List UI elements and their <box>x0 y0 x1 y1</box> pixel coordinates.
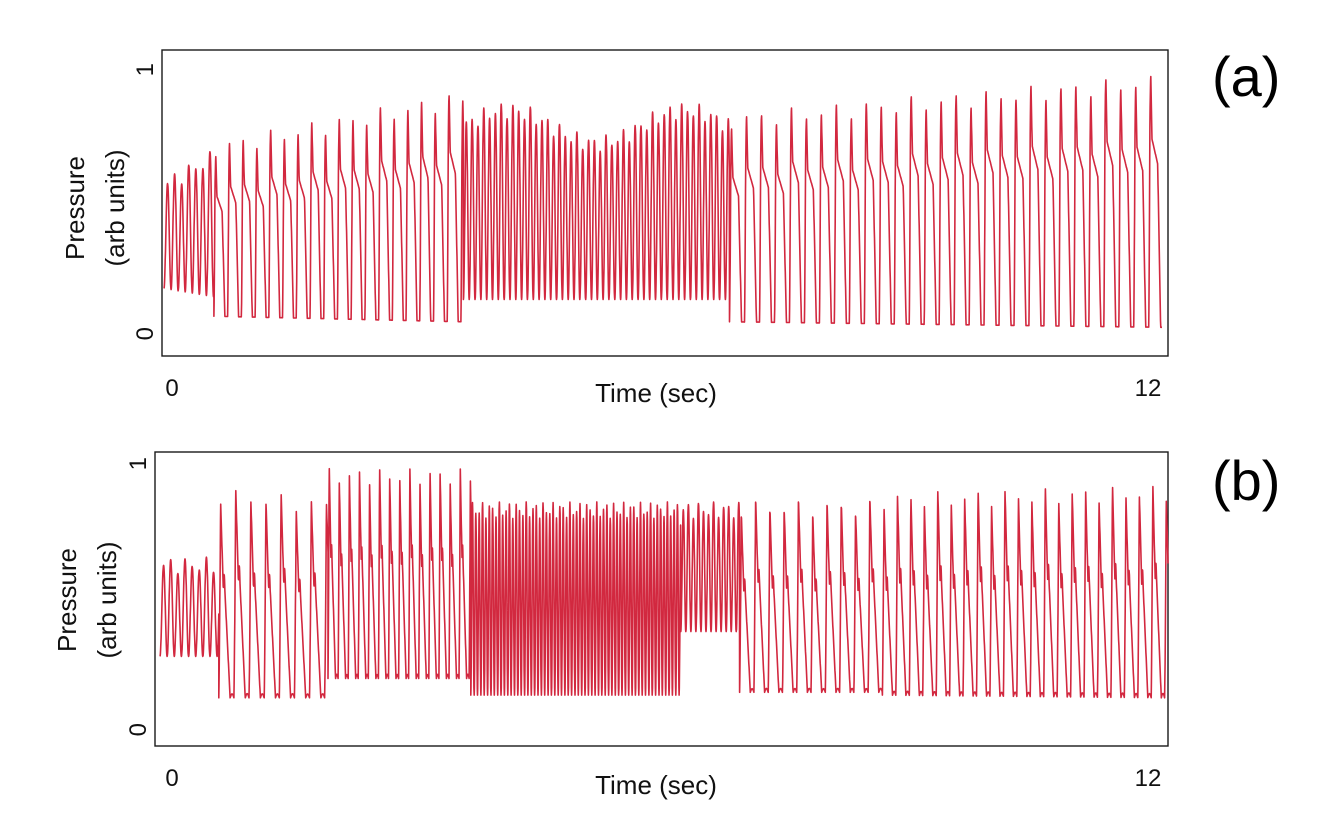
panel-b-y-axis-label-line1: Pressure <box>52 548 82 652</box>
panel-a-y-tick-0: 0 <box>132 327 159 340</box>
panel-a-x-tick-0: 0 <box>165 375 178 402</box>
panel-b-y-axis-label-line2: (arb units) <box>92 541 122 658</box>
panel-a-letter: (a) <box>1212 45 1280 108</box>
panel-b-x-tick-12: 12 <box>1135 765 1162 792</box>
panel-b: 1 0 0 12 Time (sec) Pressure (arb units)… <box>52 449 1280 800</box>
panel-b-y-tick-1: 1 <box>125 457 152 470</box>
panel-a: 1 0 0 12 Time (sec) Pressure (arb units)… <box>60 45 1280 408</box>
panel-a-frame <box>161 49 1169 357</box>
panel-a-y-axis-label-line1: Pressure <box>60 156 90 260</box>
panel-b-frame <box>154 451 1169 747</box>
panel-a-x-axis-label: Time (sec) <box>595 378 717 408</box>
panel-b-x-tick-0: 0 <box>165 765 178 792</box>
panel-b-plot-area <box>159 467 1169 699</box>
panel-b-x-axis-label: Time (sec) <box>595 770 717 800</box>
panel-b-y-tick-0: 0 <box>125 723 152 736</box>
panel-a-x-tick-12: 12 <box>1135 375 1162 402</box>
panel-a-y-tick-1: 1 <box>132 63 159 76</box>
panel-a-pressure-trace <box>163 75 1163 329</box>
panel-a-plot-area <box>163 75 1163 329</box>
panel-a-y-axis-label-line2: (arb units) <box>100 149 130 266</box>
panel-b-pressure-trace <box>159 467 1169 699</box>
panel-b-letter: (b) <box>1212 449 1280 512</box>
